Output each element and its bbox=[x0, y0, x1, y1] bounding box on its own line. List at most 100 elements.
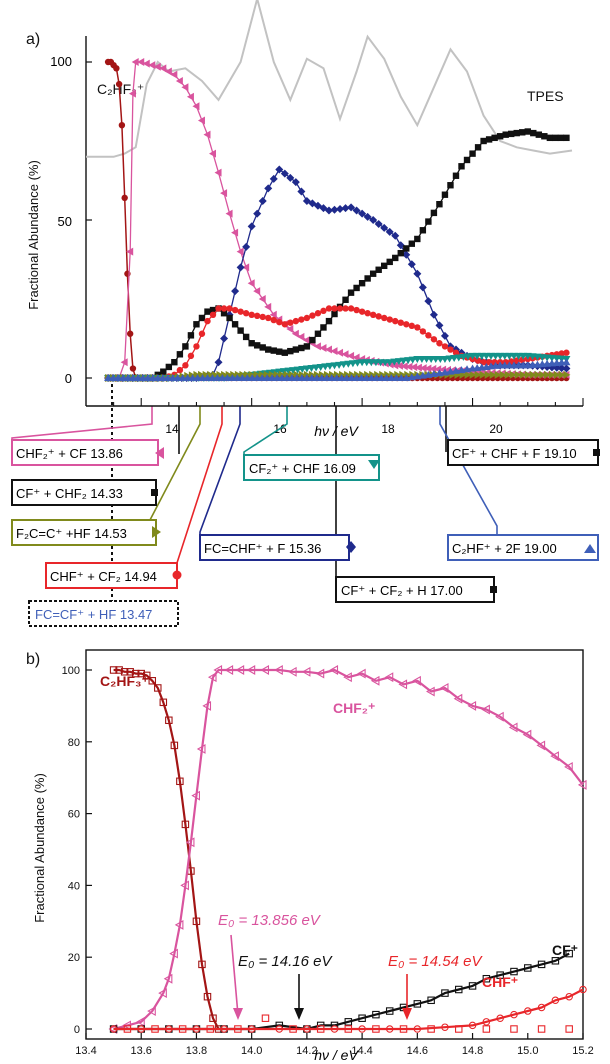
square-marker bbox=[151, 1025, 159, 1033]
square-marker bbox=[482, 1025, 491, 1033]
circle-marker bbox=[551, 996, 560, 1005]
label-c2hf3: C₂HF₃⁺ bbox=[100, 673, 149, 689]
left-triangle-marker bbox=[213, 665, 223, 675]
x-tick-label: 13.8 bbox=[186, 1045, 207, 1057]
panel-a-xtick-18: 18 bbox=[381, 422, 395, 436]
circle-marker bbox=[287, 319, 294, 326]
square-marker bbox=[397, 249, 404, 257]
circle-marker bbox=[259, 313, 266, 321]
circle-marker bbox=[220, 305, 228, 312]
circle-marker bbox=[309, 312, 316, 319]
square-marker bbox=[469, 150, 476, 157]
circle-marker bbox=[364, 310, 371, 317]
square-marker bbox=[358, 1014, 366, 1022]
diamond-marker bbox=[358, 209, 367, 218]
right-triangle-marker bbox=[504, 370, 512, 379]
channel-label: CF₂⁺ + CHF 16.09 bbox=[249, 461, 356, 476]
square-marker bbox=[176, 351, 184, 358]
circle-marker bbox=[187, 352, 195, 360]
panel-a-ytick-100: 100 bbox=[50, 54, 72, 69]
square-marker bbox=[372, 1025, 380, 1033]
up-triangle-marker bbox=[435, 369, 444, 377]
right-triangle-marker bbox=[509, 370, 517, 379]
channel-label: CF⁺ + CHF + F 19.10 bbox=[452, 446, 577, 461]
square-marker bbox=[519, 129, 526, 136]
square-marker bbox=[253, 342, 261, 349]
channel-box-fcchf: FC=CHF⁺ + F 15.36 bbox=[199, 534, 356, 561]
left-triangle-marker bbox=[225, 209, 233, 218]
square-marker bbox=[480, 137, 487, 145]
circle-marker bbox=[441, 343, 449, 350]
left-triangle-marker bbox=[174, 919, 184, 930]
diamond-marker bbox=[269, 174, 278, 183]
circle-marker bbox=[452, 349, 460, 356]
circle-marker bbox=[414, 324, 421, 331]
left-triangle-marker bbox=[341, 350, 349, 359]
x-tick-label: 14.4 bbox=[351, 1045, 372, 1057]
diamond-marker bbox=[258, 197, 267, 206]
channel-box-c2hf: C₂HF⁺ + 2F 19.00 bbox=[447, 534, 599, 561]
circle-marker bbox=[353, 306, 360, 314]
channel-label: CHF⁺ + CF₂ 14.94 bbox=[50, 569, 157, 584]
e0-label-chf: E₀ = 14.54 eV bbox=[388, 953, 483, 970]
square-marker bbox=[490, 586, 497, 593]
left-triangle-marker bbox=[426, 686, 435, 697]
circle-marker bbox=[430, 336, 438, 343]
circle-marker bbox=[121, 194, 128, 202]
channel-label: FC=CHF⁺ + F 15.36 bbox=[204, 541, 321, 556]
left-triangle-marker bbox=[439, 683, 449, 693]
square-marker bbox=[270, 347, 277, 354]
square-marker bbox=[474, 144, 482, 151]
square-marker bbox=[220, 310, 228, 317]
square-marker bbox=[115, 666, 123, 674]
diamond-marker bbox=[346, 541, 356, 553]
left-triangle-marker bbox=[384, 672, 394, 683]
diamond-marker bbox=[562, 364, 571, 373]
up-triangle-marker bbox=[457, 366, 466, 374]
circle-marker bbox=[165, 1025, 173, 1033]
channel-label: CF⁺ + CHF₂ 14.33 bbox=[16, 486, 123, 501]
square-marker bbox=[242, 333, 250, 341]
square-marker bbox=[344, 1018, 353, 1026]
square-marker bbox=[287, 347, 294, 355]
left-triangle-marker bbox=[170, 70, 178, 79]
circle-marker bbox=[468, 1021, 477, 1030]
up-triangle-marker bbox=[429, 370, 438, 378]
diamond-marker bbox=[264, 184, 273, 193]
plot-frame bbox=[85, 649, 584, 1040]
left-triangle-marker bbox=[410, 363, 418, 372]
square-marker bbox=[234, 1025, 242, 1033]
up-triangle-marker bbox=[413, 372, 422, 380]
arrow-head bbox=[294, 1008, 304, 1020]
square-marker bbox=[454, 985, 463, 994]
left-triangle-marker bbox=[159, 64, 167, 73]
square-marker bbox=[320, 324, 327, 331]
square-marker bbox=[496, 971, 504, 979]
square-marker bbox=[541, 133, 548, 140]
circle-marker bbox=[419, 328, 427, 335]
series-line bbox=[86, 0, 573, 158]
up-triangle-marker bbox=[418, 371, 427, 379]
x-tick-label: 15.0 bbox=[517, 1045, 538, 1057]
circle-marker bbox=[192, 1025, 201, 1033]
panel-a-plot-area bbox=[85, 0, 584, 407]
up-triangle-marker bbox=[463, 365, 472, 373]
left-triangle-marker bbox=[564, 761, 573, 772]
x-tick-label: 13.4 bbox=[75, 1045, 96, 1057]
y-tick-label: 60 bbox=[68, 809, 80, 821]
left-triangle-marker bbox=[214, 168, 222, 177]
left-triangle-marker bbox=[291, 329, 299, 338]
diamond-marker bbox=[424, 297, 433, 306]
left-triangle-marker bbox=[347, 351, 355, 360]
panel-a-xtick-14: 14 bbox=[165, 422, 179, 436]
circle-marker bbox=[381, 314, 388, 322]
left-triangle-marker bbox=[155, 447, 164, 459]
square-marker bbox=[358, 280, 366, 287]
square-marker bbox=[303, 343, 311, 350]
left-triangle-marker bbox=[137, 58, 145, 66]
right-triangle-marker bbox=[529, 370, 537, 379]
square-marker bbox=[463, 156, 471, 164]
left-triangle-marker bbox=[424, 364, 432, 373]
right-triangle-marker bbox=[474, 370, 482, 379]
circle-marker bbox=[358, 308, 366, 315]
